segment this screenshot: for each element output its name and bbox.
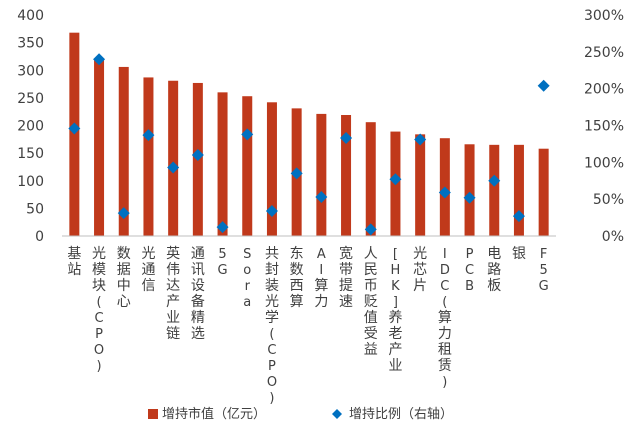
bar [341, 115, 352, 236]
y-left-tick-label: 250 [17, 91, 44, 107]
marker-series [68, 53, 550, 236]
bar [464, 144, 475, 236]
legend: 增持市值（亿元） 增持比例（右轴） [148, 406, 453, 422]
y-right-tick-label: 300% [584, 8, 624, 24]
y-left-tick-label: 50 [26, 201, 44, 217]
x-tick-label: 人民币贬值受益 [364, 246, 378, 358]
marker-point [142, 129, 155, 142]
bar [242, 96, 253, 236]
bar [168, 80, 179, 236]
x-tick-label: 东数西算 [290, 246, 304, 310]
y-left-tick-label: 400 [17, 8, 44, 24]
x-tick-label: 光芯片 [413, 246, 427, 294]
x-tick-label: A I 算力 [314, 247, 328, 310]
left-y-axis: 0 50 100 150 200 250 300 350 400 [17, 8, 44, 245]
bar [217, 92, 228, 236]
x-tick-label: 银 [512, 246, 526, 262]
marker-point [537, 79, 550, 92]
marker-point [265, 204, 278, 217]
x-tick-label: [H K]养老产业 [388, 247, 402, 374]
y-right-tick-label: 100% [584, 155, 624, 171]
marker-point [216, 221, 229, 234]
marker-point [364, 223, 377, 236]
marker-point [463, 191, 476, 204]
marker-point [340, 132, 353, 145]
legend-marker-label: 增持比例（右轴） [349, 407, 453, 422]
marker-point [414, 133, 427, 146]
marker-point [93, 53, 106, 66]
x-tick-label: 共封装光学(C P O) [265, 246, 279, 406]
x-tick-label: 光模块(C P O) [92, 246, 106, 374]
x-tick-label: 数据中心 [117, 246, 131, 310]
x-tick-label: 通讯设备精选 [191, 246, 205, 342]
marker-point [290, 167, 303, 180]
y-left-tick-label: 100 [17, 174, 44, 190]
y-left-tick-label: 350 [17, 36, 44, 52]
marker-point [488, 174, 501, 187]
x-tick-label: 英伟达产业链 [166, 245, 180, 342]
legend-bar-swatch [148, 409, 158, 419]
y-right-tick-label: 150% [584, 119, 624, 135]
marker-point [167, 161, 180, 174]
y-right-tick-label: 50% [593, 192, 624, 208]
right-y-axis: 0% 50% 100% 150% 200% 250% 300% [584, 8, 624, 245]
x-tick-label: I D C (算力租赁) [438, 247, 452, 390]
bar [538, 148, 549, 236]
y-right-tick-label: 200% [584, 82, 624, 98]
legend-marker-swatch [332, 409, 342, 419]
y-left-tick-label: 150 [17, 146, 44, 162]
bar [365, 122, 376, 236]
bar [489, 144, 500, 236]
marker-point [68, 122, 81, 135]
x-tick-label: 基站 [67, 245, 81, 278]
y-right-tick-label: 0% [602, 229, 624, 245]
x-tick-label: 光通信 [141, 246, 155, 294]
x-tick-label: 电路板 [487, 246, 501, 294]
bar [118, 66, 129, 236]
bar [143, 77, 154, 237]
x-tick-label: 宽带提速 [339, 245, 353, 310]
marker-point [315, 190, 328, 203]
y-right-tick-label: 250% [584, 45, 624, 61]
marker-point [241, 128, 254, 141]
marker-point [438, 186, 451, 199]
y-left-tick-label: 200 [17, 119, 44, 135]
marker-point [191, 148, 204, 161]
y-left-tick-label: 300 [17, 63, 44, 79]
bar [316, 113, 327, 236]
bar-series [69, 32, 549, 237]
legend-bar-label: 增持市值（亿元） [162, 406, 266, 422]
bar [513, 144, 524, 236]
bar [266, 102, 277, 236]
marker-point [117, 207, 130, 220]
bar [94, 60, 105, 237]
marker-point [389, 173, 402, 186]
marker-point [512, 210, 525, 223]
bar [415, 134, 426, 236]
y-left-tick-label: 0 [35, 229, 44, 245]
